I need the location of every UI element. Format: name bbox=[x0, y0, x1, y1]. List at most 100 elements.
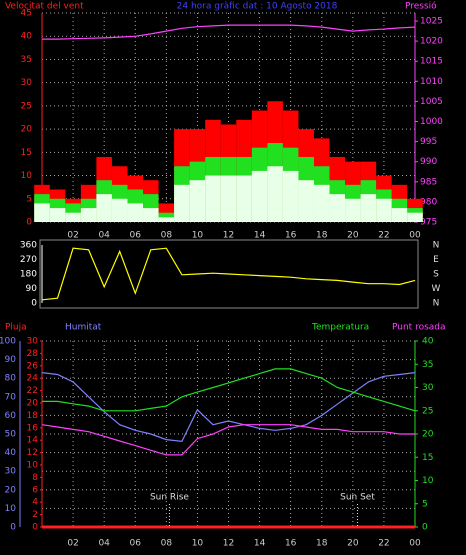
bar bbox=[329, 194, 346, 222]
x-tick-label: 22 bbox=[378, 231, 389, 241]
y-tick-label: 30 bbox=[21, 78, 33, 88]
y3-tick-label: 28 bbox=[27, 349, 39, 359]
bar bbox=[205, 175, 221, 222]
x-tick-label: 08 bbox=[161, 231, 173, 241]
chart-title: 24 hora gràfic dat : 10 Agosto 2018 bbox=[177, 2, 338, 12]
x-tick-label: 10 bbox=[192, 539, 204, 549]
y-tick-label: 35 bbox=[21, 55, 32, 65]
y2-tick-label: 30 bbox=[422, 383, 434, 393]
bar bbox=[127, 203, 144, 222]
annotation: Sun Rise bbox=[150, 493, 189, 503]
compass-label: S bbox=[433, 270, 439, 280]
y-tick-label: 90 bbox=[26, 284, 38, 294]
y-tick-label: 180 bbox=[20, 270, 37, 280]
x-tick-label: 04 bbox=[98, 539, 110, 549]
y-tick-label: 25 bbox=[21, 101, 32, 111]
y-tick-label: 45 bbox=[21, 9, 32, 19]
bar bbox=[49, 208, 66, 222]
direction-frame bbox=[39, 239, 419, 309]
y2-tick-label: 1015 bbox=[420, 57, 443, 67]
y-tick-label: 15 bbox=[21, 148, 32, 158]
x-tick-label: 16 bbox=[285, 231, 297, 241]
bar bbox=[34, 203, 50, 222]
y2-tick-label: 995 bbox=[420, 137, 437, 147]
x-tick-label: 04 bbox=[98, 231, 110, 241]
x-tick-label: 22 bbox=[378, 539, 389, 549]
x-tick-label: 12 bbox=[223, 539, 234, 549]
y2-tick-label: 0 bbox=[422, 523, 428, 533]
bar bbox=[111, 198, 128, 222]
bar bbox=[143, 208, 159, 222]
y3-tick-label: 24 bbox=[27, 374, 39, 384]
y2-tick-label: 40 bbox=[422, 337, 434, 347]
x-tick-label: 10 bbox=[192, 231, 204, 241]
y2-tick-label: 35 bbox=[422, 360, 433, 370]
bar bbox=[407, 212, 423, 222]
y3-tick-label: 6 bbox=[32, 485, 38, 495]
x-tick-label: 06 bbox=[130, 539, 142, 549]
y2-tick-label: 5 bbox=[422, 499, 428, 509]
series-line bbox=[41, 247, 416, 301]
legend-label: Pressió bbox=[405, 1, 437, 12]
y-axis-label: Velocitat del vent bbox=[5, 2, 84, 12]
y2-tick-label: 1005 bbox=[420, 97, 443, 107]
bar bbox=[174, 184, 190, 222]
y-tick-label: 360 bbox=[20, 241, 37, 251]
y-tick-label: 80 bbox=[5, 374, 17, 384]
y3-tick-label: 26 bbox=[27, 361, 39, 371]
x-tick-label: 00 bbox=[409, 231, 421, 241]
y-tick-label: 50 bbox=[5, 430, 17, 440]
y3-tick-label: 4 bbox=[32, 498, 38, 508]
y-tick-label: 5 bbox=[26, 194, 32, 204]
x-tick-label: 12 bbox=[223, 231, 234, 241]
x-tick-label: 02 bbox=[67, 231, 78, 241]
bar bbox=[391, 208, 408, 222]
bar bbox=[96, 194, 112, 222]
x-tick-label: 20 bbox=[347, 539, 359, 549]
x-tick-label: 00 bbox=[409, 539, 421, 549]
legend-label: Humitat bbox=[65, 323, 102, 333]
y2-tick-label: 1020 bbox=[420, 37, 443, 47]
y3-tick-label: 2 bbox=[32, 510, 38, 520]
y-tick-label: 60 bbox=[5, 411, 17, 421]
series-line bbox=[42, 368, 416, 412]
bar bbox=[282, 170, 299, 222]
y-tick-label: 270 bbox=[20, 255, 37, 265]
legend-label: Temperatura bbox=[311, 323, 369, 333]
x-tick-label: 06 bbox=[130, 231, 142, 241]
y2-tick-label: 15 bbox=[422, 453, 433, 463]
bar bbox=[345, 198, 361, 222]
compass-label: W bbox=[432, 284, 441, 294]
legend-label: Punt rosada bbox=[392, 323, 446, 333]
y3-tick-label: 8 bbox=[32, 473, 38, 483]
y-tick-label: 70 bbox=[5, 392, 17, 402]
y-tick-label: 100 bbox=[0, 337, 16, 347]
y-tick-label: 10 bbox=[21, 171, 33, 181]
y-tick-label: 0 bbox=[31, 299, 37, 309]
y2-tick-label: 1010 bbox=[420, 77, 443, 87]
bar bbox=[360, 194, 377, 222]
y3-tick-label: 20 bbox=[27, 399, 39, 409]
y-tick-label: 40 bbox=[21, 32, 33, 42]
annotation: Sun Set bbox=[340, 493, 375, 503]
y2-tick-label: 985 bbox=[420, 177, 437, 187]
y2-tick-label: 990 bbox=[420, 157, 437, 167]
bar bbox=[313, 184, 330, 222]
bar bbox=[251, 170, 268, 222]
series-line bbox=[41, 372, 416, 443]
y3-tick-label: 18 bbox=[27, 411, 39, 421]
series-line bbox=[41, 424, 415, 456]
y2-tick-label: 1025 bbox=[420, 17, 443, 27]
y-tick-label: 20 bbox=[5, 485, 17, 495]
y3-tick-label: 10 bbox=[27, 461, 39, 471]
legend-label: Pluja bbox=[5, 323, 27, 333]
x-tick-label: 08 bbox=[161, 539, 173, 549]
x-tick-label: 14 bbox=[254, 539, 266, 549]
bar bbox=[236, 175, 252, 222]
x-tick-label: 18 bbox=[316, 539, 328, 549]
x-tick-label: 18 bbox=[316, 231, 328, 241]
y3-tick-label: 30 bbox=[27, 337, 39, 347]
y-tick-label: 40 bbox=[5, 448, 17, 458]
